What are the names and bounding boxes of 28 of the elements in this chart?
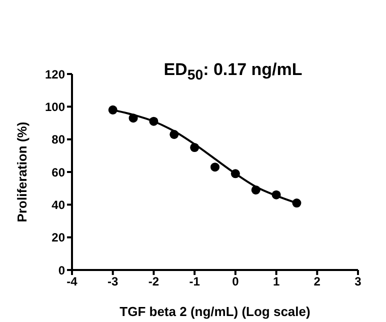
y-tick-label: 40 [52, 198, 66, 212]
x-tick-label: 2 [314, 274, 321, 289]
x-tick-label: 3 [354, 274, 362, 289]
x-axis-title: TGF beta 2 (ng/mL) (Log scale) [120, 304, 310, 319]
y-tick-label: 60 [52, 165, 66, 180]
y-axis-title: Proliferation (%) [14, 122, 30, 222]
x-tick-label: -1 [189, 274, 200, 289]
y-tick-label: 120 [44, 67, 66, 82]
x-tick-label: -4 [66, 274, 78, 289]
point [230, 169, 240, 178]
y-tick-label: 80 [52, 132, 66, 147]
point [170, 130, 179, 139]
point [108, 105, 118, 114]
point [251, 185, 260, 194]
x-tick-label: -3 [108, 274, 119, 289]
point [272, 190, 281, 200]
y-tick-label: 0 [58, 263, 66, 278]
y-tick-label: 100 [44, 100, 66, 114]
point [210, 162, 220, 172]
point [128, 114, 138, 123]
x-tick-label: 0 [232, 274, 240, 289]
point [292, 198, 302, 208]
x-tick-label: 1 [272, 274, 280, 289]
point [149, 116, 158, 126]
point [190, 142, 200, 152]
chart-title: ED$_{50}$: 0.17 ng/mL [162, 60, 304, 84]
x-tick-label: -2 [148, 274, 160, 289]
y-tick-label: 20 [52, 230, 66, 245]
